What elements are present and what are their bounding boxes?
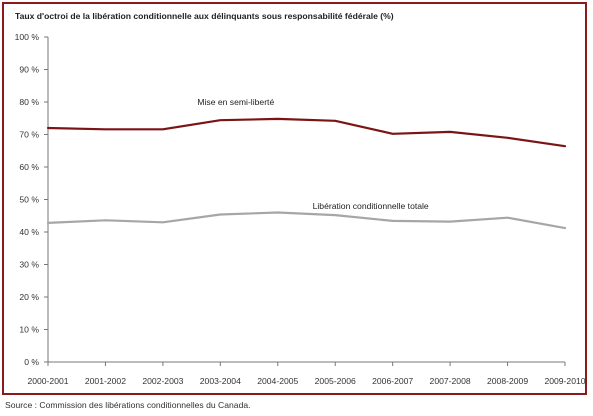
- x-tick-label: 2004-2005: [257, 376, 298, 386]
- series-label-1: Libération conditionnelle totale: [313, 201, 429, 211]
- y-tick-label: 100 %: [15, 32, 40, 42]
- x-tick-label: 2006-2007: [372, 376, 413, 386]
- x-tick-label: 2001-2002: [85, 376, 126, 386]
- y-tick-label: 30 %: [19, 260, 39, 270]
- chart-frame: Taux d'octroi de la libération condition…: [2, 2, 587, 395]
- y-tick-label: 50 %: [19, 195, 39, 205]
- source-note: Source : Commission des libérations cond…: [5, 400, 251, 410]
- y-tick-label: 0 %: [24, 357, 39, 367]
- chart-axes: 0 % 10 % 20 % 30 % 40 % 50 % 60 % 70 % 80 % 90 % 1…: [15, 32, 586, 386]
- chart-series-labels: Mise en semi-liberté Libération condition…: [197, 97, 429, 211]
- chart-title: Taux d'octroi de la libération condition…: [15, 11, 394, 21]
- x-tick-label: 2005-2006: [315, 376, 356, 386]
- x-tick-label: 2009-2010: [544, 376, 585, 386]
- y-tick-label: 20 %: [19, 292, 39, 302]
- x-tick-label: 2007-2008: [430, 376, 471, 386]
- x-tick-label: 2002-2003: [142, 376, 183, 386]
- x-tick-label: 2008-2009: [487, 376, 528, 386]
- x-tick-label: 2003-2004: [200, 376, 241, 386]
- y-tick-label: 80 %: [19, 97, 39, 107]
- y-tick-label: 10 %: [19, 325, 39, 335]
- y-tick-label: 60 %: [19, 162, 39, 172]
- y-tick-label: 40 %: [19, 227, 39, 237]
- series-line-0: [46, 117, 567, 148]
- y-tick-label: 70 %: [19, 130, 39, 140]
- y-tick-label: 90 %: [19, 65, 39, 75]
- series-line-1: [46, 211, 567, 230]
- x-tick-label: 2000-2001: [27, 376, 68, 386]
- chart-series: [46, 117, 567, 230]
- series-label-0: Mise en semi-liberté: [197, 97, 274, 107]
